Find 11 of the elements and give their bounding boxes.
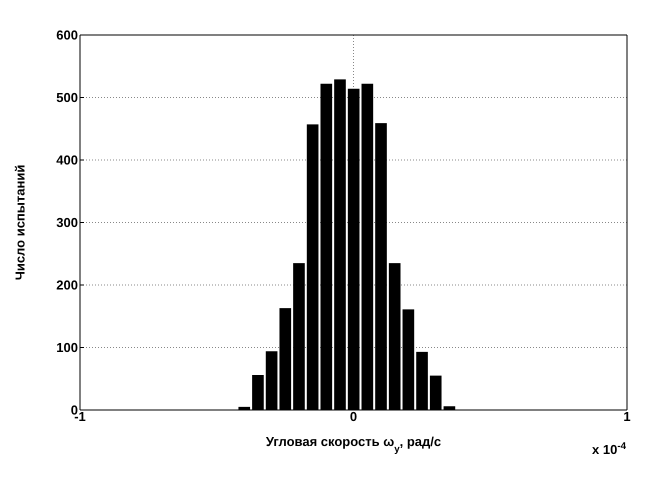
x-tick-label: 0 (350, 409, 358, 424)
y-tick-label: 100 (56, 340, 78, 356)
y-tick-label: 400 (56, 152, 78, 168)
x-tick-label: 1 (623, 409, 631, 424)
y-tick-label: 200 (56, 278, 78, 293)
text: x 10$^{-4}$ (592, 440, 627, 457)
y-tick-label: 300 (56, 215, 78, 230)
x-axis-title: Угловая скорость ω$_{y}$, рад/с (266, 434, 442, 454)
y-axis-title: Число испытаний (12, 164, 28, 280)
y-tick-label: 500 (56, 90, 78, 106)
y-tick-label: 600 (56, 28, 78, 43)
